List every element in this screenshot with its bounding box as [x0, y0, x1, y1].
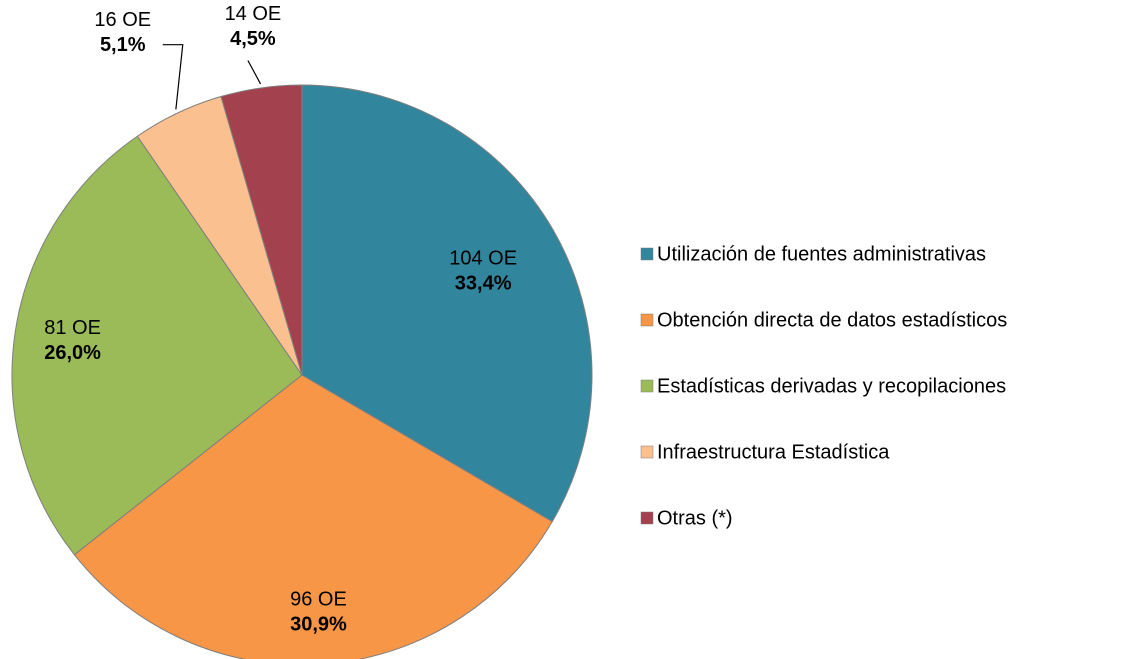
legend-label: Obtención directa de datos estadísticos — [657, 309, 1007, 331]
leader-line — [247, 60, 262, 85]
legend-label: Infraestructura Estadística — [657, 441, 890, 463]
count-label: 96 OE — [290, 589, 347, 611]
pie-slice — [11, 135, 303, 556]
pie-slice — [220, 84, 303, 376]
count-label: 16 OE — [94, 9, 151, 31]
data-label: 33,4% — [455, 272, 512, 294]
leader-line — [162, 44, 184, 110]
data-label: 26,0% — [44, 342, 101, 364]
count-label: 14 OE — [225, 3, 282, 25]
legend-swatch — [640, 445, 654, 459]
legend-label: Otras (*) — [657, 507, 733, 529]
count-label: 81 OE — [44, 317, 101, 339]
legend-label: Utilización de fuentes administrativas — [657, 243, 986, 265]
legend-swatch — [640, 379, 654, 393]
count-label: 104 OE — [449, 247, 517, 269]
data-label: 5,1% — [100, 34, 146, 56]
pie-slice — [301, 84, 593, 523]
legend-label: Estadísticas derivadas y recopilaciones — [657, 375, 1006, 397]
data-label: 30,9% — [290, 614, 347, 636]
data-label: 4,5% — [230, 28, 276, 50]
legend-swatch — [640, 247, 654, 261]
pie-slice — [73, 374, 553, 659]
legend-swatch — [640, 511, 654, 525]
legend-swatch — [640, 313, 654, 327]
